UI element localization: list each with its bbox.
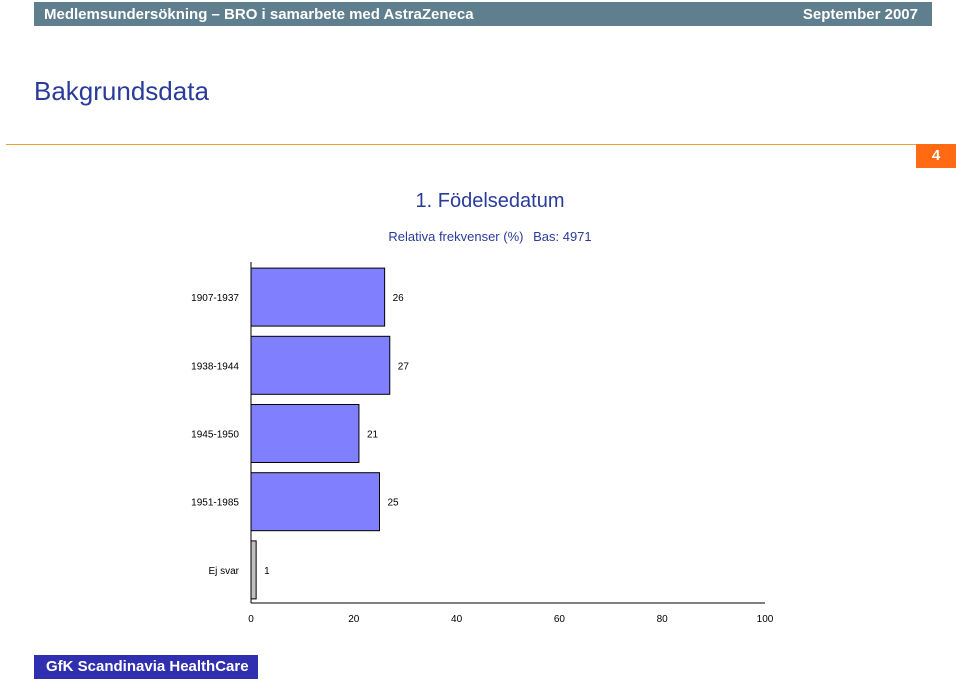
page-title: Bakgrundsdata xyxy=(34,76,209,106)
x-tick-label-2: 40 xyxy=(451,614,463,625)
bar-4 xyxy=(250,540,257,600)
category-label-0: 1907-1937 xyxy=(191,293,239,304)
category-label-4: Ej svar xyxy=(208,566,239,577)
subtitle-base: Bas: 4971 xyxy=(533,229,592,244)
category-label-1: 1938-1944 xyxy=(191,361,239,372)
data-label-1: 27 xyxy=(398,361,410,372)
x-tick-label-5: 100 xyxy=(757,614,774,625)
bar-1 xyxy=(250,335,391,395)
footer-brand: GfK Scandinavia HealthCare xyxy=(34,655,258,679)
category-label-3: 1951-1985 xyxy=(191,498,239,509)
bar-2 xyxy=(250,404,360,463)
bar-0 xyxy=(250,267,386,327)
data-label-0: 26 xyxy=(393,293,405,304)
subtitle-frequency: Relativa frekvenser (%) xyxy=(388,229,524,244)
data-label-3: 25 xyxy=(388,498,400,509)
chart-title: 1. Födelsedatum xyxy=(415,190,565,212)
x-tick-label-4: 80 xyxy=(657,614,669,625)
divider xyxy=(6,144,956,145)
header-date: September 2007 xyxy=(802,6,918,23)
data-label-4: 1 xyxy=(264,566,270,577)
x-tick-label-0: 0 xyxy=(248,614,254,625)
x-tick-label-1: 20 xyxy=(348,614,360,625)
bar-3 xyxy=(250,472,380,532)
header-title: Medlemsundersökning – BRO i samarbete me… xyxy=(44,6,474,23)
data-label-2: 21 xyxy=(367,430,379,441)
header-bar: Medlemsundersökning – BRO i samarbete me… xyxy=(34,2,932,26)
x-tick-label-3: 60 xyxy=(554,614,566,625)
category-label-2: 1945-1950 xyxy=(191,430,239,441)
chart-subtitle: Relativa frekvenser (%) Bas: 4971 xyxy=(300,229,680,244)
page-number-badge: 4 xyxy=(916,144,956,168)
